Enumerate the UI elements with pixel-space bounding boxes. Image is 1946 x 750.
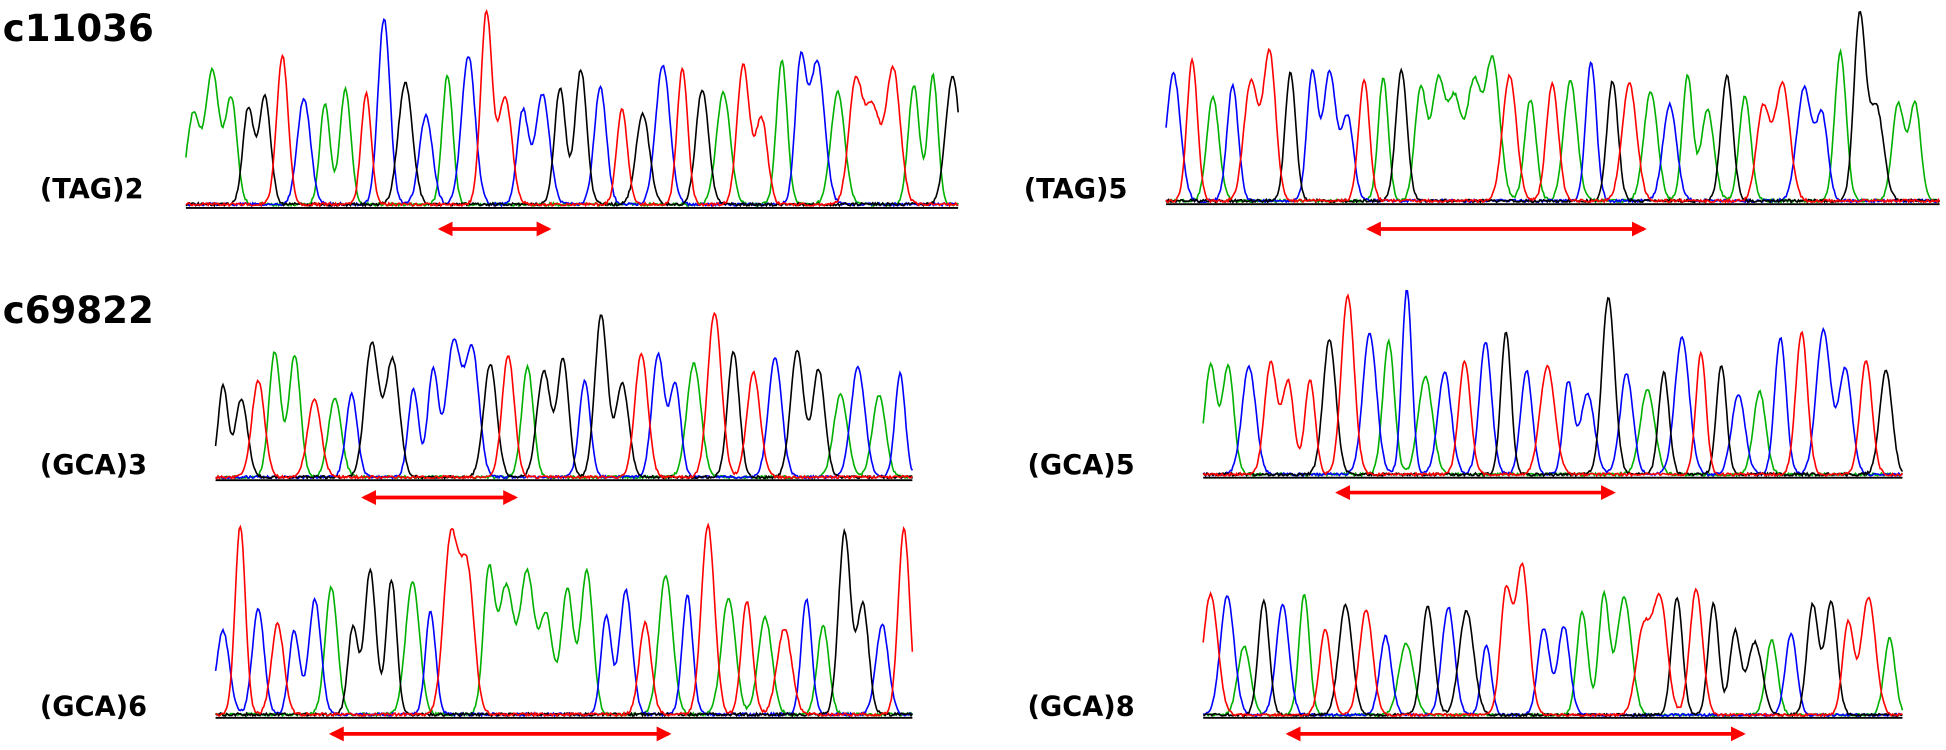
allele-label: (TAG)5 [1024, 174, 1128, 205]
trace [215, 522, 914, 718]
allele-label: (GCA)6 [40, 691, 147, 722]
trace [215, 563, 913, 718]
allele-label: (TAG)2 [40, 174, 144, 205]
trace [1165, 47, 1941, 204]
allele-label: (GCA)8 [1027, 691, 1134, 722]
trace [1202, 296, 1904, 478]
trace [1202, 289, 1903, 478]
trace [185, 8, 959, 208]
allele-label: (GCA)5 [1027, 450, 1134, 481]
trace [185, 17, 959, 208]
allele-label: (GCA)3 [40, 450, 147, 481]
locus-header: c11036 [3, 7, 154, 50]
trace [215, 351, 913, 480]
trace [214, 314, 914, 481]
trace [1203, 589, 1904, 718]
trace [1165, 10, 1941, 204]
locus-header: c69822 [3, 289, 154, 332]
trace [1202, 561, 1903, 718]
trace [1202, 293, 1904, 478]
trace [215, 311, 913, 481]
